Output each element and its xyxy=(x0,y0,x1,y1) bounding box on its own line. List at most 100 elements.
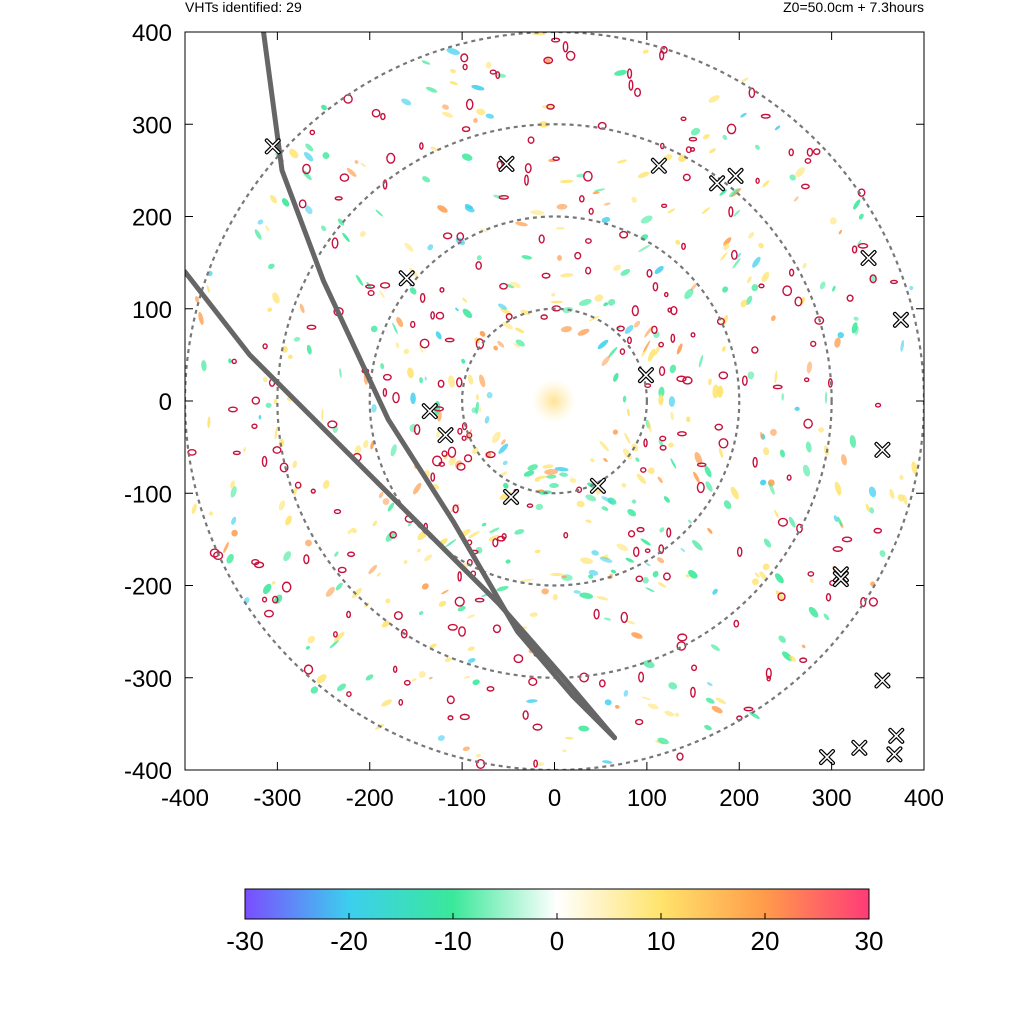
vorticity-patch xyxy=(656,557,665,564)
vorticity-patch xyxy=(900,340,905,352)
vht-marker xyxy=(874,441,891,458)
vorticity-contour xyxy=(827,378,833,388)
vorticity-contour xyxy=(461,435,467,442)
y-tick-label: -200 xyxy=(124,574,172,601)
track-lines xyxy=(185,32,618,741)
vorticity-contour xyxy=(777,517,789,527)
vorticity-patch xyxy=(675,239,681,245)
vorticity-patch xyxy=(257,219,264,225)
vorticity-patch xyxy=(841,454,847,466)
vorticity-patch xyxy=(693,471,700,483)
vorticity-patch xyxy=(657,582,667,588)
vorticity-patch xyxy=(712,384,719,399)
vorticity-patch xyxy=(760,479,767,486)
vorticity-patch xyxy=(680,547,686,552)
vorticity-patch xyxy=(837,332,845,339)
vorticity-contour xyxy=(459,713,470,721)
vorticity-patch xyxy=(437,205,448,213)
vorticity-patch xyxy=(231,516,237,525)
vorticity-patch xyxy=(761,271,770,283)
vorticity-patch xyxy=(625,620,636,625)
vorticity-patch xyxy=(372,520,378,527)
vorticity-patch xyxy=(578,298,592,306)
vorticity-patch xyxy=(747,371,755,380)
vorticity-patch xyxy=(636,473,647,485)
vorticity-patch xyxy=(462,297,468,303)
vorticity-patch xyxy=(576,173,586,178)
vorticity-patch xyxy=(608,298,616,306)
vorticity-contour xyxy=(209,548,220,558)
vorticity-contour xyxy=(716,317,725,326)
vorticity-contour xyxy=(619,348,626,356)
vorticity-patch xyxy=(551,293,556,297)
vorticity-contour xyxy=(782,285,793,297)
vorticity-patch xyxy=(342,232,350,243)
vorticity-patch xyxy=(707,527,713,534)
vorticity-patch xyxy=(410,392,416,405)
vorticity-contour xyxy=(441,450,448,457)
vorticity-contour xyxy=(690,332,696,338)
vorticity-patch xyxy=(577,328,590,336)
vht-marker xyxy=(437,427,454,444)
y-tick-label: 300 xyxy=(132,112,172,139)
vorticity-patch xyxy=(556,203,568,210)
vorticity-contour xyxy=(619,230,629,239)
vorticity-patch xyxy=(550,300,563,304)
vorticity-contour xyxy=(755,177,760,184)
vorticity-patch xyxy=(258,415,262,420)
vorticity-patch xyxy=(378,491,384,499)
vorticity-patch xyxy=(599,556,613,563)
vorticity-patch xyxy=(561,575,567,578)
vorticity-contour xyxy=(461,126,471,133)
vorticity-patch xyxy=(390,444,397,457)
vorticity-patch xyxy=(741,77,749,83)
vorticity-contour xyxy=(574,251,582,260)
vorticity-contour xyxy=(643,438,648,448)
vorticity-contour xyxy=(563,531,569,539)
vorticity-contour xyxy=(382,373,392,381)
vorticity-patch xyxy=(380,363,385,370)
vorticity-patch xyxy=(339,368,342,378)
vorticity-patch xyxy=(580,557,593,565)
vorticity-contour xyxy=(807,571,815,577)
vorticity-patch xyxy=(806,361,813,374)
vorticity-patch xyxy=(728,188,739,197)
vorticity-contour xyxy=(346,610,352,619)
vorticity-patch xyxy=(387,502,395,512)
vorticity-contour xyxy=(442,232,453,240)
vorticity-patch xyxy=(603,617,612,621)
vorticity-contour xyxy=(714,423,723,431)
vorticity-patch xyxy=(601,496,614,504)
x-tick-label: -100 xyxy=(438,785,486,812)
vorticity-patch xyxy=(865,503,870,513)
vorticity-patch xyxy=(550,572,564,577)
vorticity-patch xyxy=(642,577,649,584)
colorbar-tick-label: 20 xyxy=(751,926,780,956)
vorticity-patch xyxy=(585,494,597,502)
vorticity-patch xyxy=(481,522,487,527)
vorticity-contour xyxy=(333,509,342,515)
x-tick-label: 100 xyxy=(627,785,667,812)
vorticity-patch xyxy=(610,569,617,574)
vorticity-patch xyxy=(438,600,447,607)
vorticity-contour xyxy=(541,272,551,279)
vorticity-patch xyxy=(593,188,606,192)
vorticity-patch xyxy=(497,303,508,310)
vorticity-patch xyxy=(401,98,412,106)
vorticity-patch xyxy=(594,294,604,302)
vorticity-contour xyxy=(438,461,446,467)
vorticity-patch xyxy=(654,344,661,356)
vorticity-contour xyxy=(841,536,853,543)
vorticity-patch xyxy=(488,534,500,542)
vorticity-patch xyxy=(702,133,710,140)
vorticity-patch xyxy=(449,81,458,86)
vorticity-patch xyxy=(265,402,272,408)
vorticity-patch xyxy=(809,578,814,584)
vorticity-patch xyxy=(751,284,759,292)
vorticity-patch xyxy=(733,209,741,217)
vorticity-patch xyxy=(685,574,690,578)
vorticity-patch xyxy=(853,199,861,210)
vorticity-patch xyxy=(808,606,819,618)
vorticity-contour xyxy=(640,467,647,473)
vorticity-patch xyxy=(643,340,651,353)
